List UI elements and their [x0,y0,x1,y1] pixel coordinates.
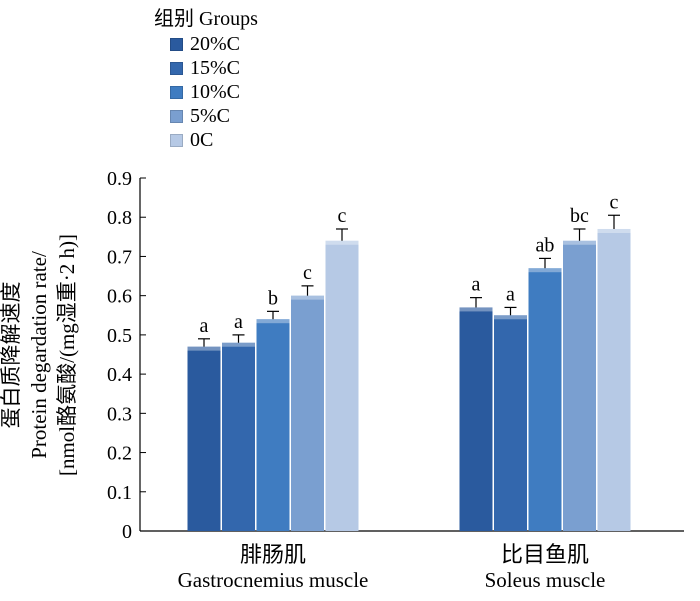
legend-item: 10%C [170,80,258,104]
y-tick-label: 0.8 [107,207,132,229]
bar-highlight [256,319,290,324]
bar [563,240,596,531]
legend-swatch [170,85,183,99]
legend-swatch [170,37,183,51]
bar [291,295,324,531]
bar-highlight [494,315,527,320]
significance-label: b [268,287,278,309]
y-tick-label: 0.4 [107,364,132,386]
bar [597,228,631,531]
y-tick-label: 0.6 [107,286,132,308]
bar [325,240,359,531]
significance-label: a [234,311,243,333]
bar [187,346,221,531]
significance-label: c [338,205,347,227]
bar-highlight [187,346,221,351]
category-label-cn: 腓肠肌 [240,542,306,567]
bar-highlight [597,228,631,233]
legend-items: 20%C 15%C 10%C 5%C 0C [150,32,258,152]
significance-label: ab [536,234,555,256]
bar-highlight [325,240,359,245]
bar-highlight [563,240,596,245]
bar [494,315,527,531]
legend-label: 0C [190,128,214,151]
significance-label: c [303,262,312,284]
legend-swatch [170,61,183,75]
bar [459,307,493,531]
y-tick-label: 0.1 [107,482,132,504]
y-axis-label: 蛋白质降解速度 [0,282,23,429]
bar-highlight [291,295,324,300]
legend-swatch [170,133,183,147]
legend-swatch [170,109,183,123]
y-axis-label: [nmol酪氨酸/(mg湿重·2 h)] [55,234,79,476]
legend-label: 20%C [190,32,240,55]
legend-item: 15%C [170,56,258,80]
category-label-en: Soleus muscle [485,568,606,592]
legend-label: 15%C [190,56,240,79]
y-tick-label: 0.3 [107,403,132,425]
y-tick-label: 0 [122,521,132,543]
y-tick-label: 0.7 [107,246,132,268]
bar-highlight [459,307,493,312]
bar-highlight [528,268,562,273]
significance-label: c [610,191,619,213]
bar [528,268,562,531]
significance-label: a [472,274,481,296]
legend-title: 组别 Groups [154,8,258,30]
bar [256,319,290,531]
legend-label: 5%C [190,104,230,127]
legend-item: 20%C [170,32,258,56]
legend-item: 0C [170,128,258,152]
significance-label: a [200,315,209,337]
bar-highlight [222,342,255,347]
significance-label: a [506,283,515,305]
y-tick-label: 0.2 [107,443,132,465]
category-label-cn: 比目鱼肌 [501,542,589,567]
legend: 组别 Groups 20%C 15%C 10%C 5%C 0C [150,6,258,152]
y-tick-label: 0.9 [107,168,132,190]
y-axis-label: Protein degardation rate/ [27,251,51,459]
y-tick-label: 0.5 [107,325,132,347]
legend-item: 5%C [170,104,258,128]
category-label-en: Gastrocnemius muscle [178,568,369,592]
significance-label: bc [570,205,589,227]
legend-label: 10%C [190,80,240,103]
bar [222,342,255,531]
